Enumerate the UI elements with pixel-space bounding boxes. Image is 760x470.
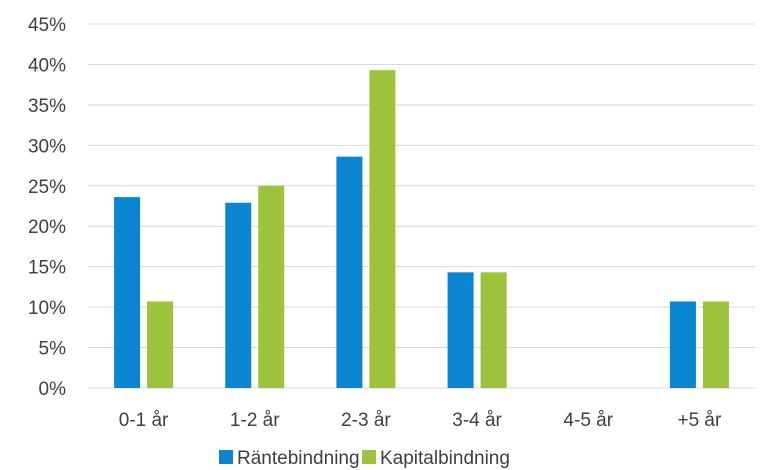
bar-rantebindning xyxy=(114,197,141,388)
legend: Räntebindning Kapitalbindning xyxy=(219,448,510,469)
legend-swatch xyxy=(362,450,376,464)
bar-kapitalbindning xyxy=(702,301,729,388)
y-tick-label: 45% xyxy=(28,15,66,36)
y-tick-label: 5% xyxy=(39,339,67,360)
y-tick-label: 40% xyxy=(28,55,66,76)
legend-label: Kapitalbindning xyxy=(380,448,510,469)
x-tick-label: 4-5 år xyxy=(563,410,613,431)
y-tick-label: 30% xyxy=(28,136,66,157)
y-tick-label: 25% xyxy=(28,177,66,198)
bar-rantebindning xyxy=(225,202,252,388)
y-tick-label: 0% xyxy=(39,379,67,400)
x-tick-label: 0-1 år xyxy=(119,410,169,431)
bar-rantebindning xyxy=(447,272,474,388)
bar-rantebindning xyxy=(669,301,696,388)
bar-kapitalbindning xyxy=(480,272,507,388)
legend-swatch xyxy=(219,450,233,464)
x-tick-label: 1-2 år xyxy=(230,410,280,431)
y-tick-label: 10% xyxy=(28,298,66,319)
x-tick-label: 2-3 år xyxy=(341,410,391,431)
bar-rantebindning xyxy=(336,156,363,388)
bar-kapitalbindning xyxy=(258,185,285,388)
bar-kapitalbindning xyxy=(369,70,396,389)
y-axis-tick-labels: 0% 5% 10% 15% 20% 25% 30% 35% 40% 45% xyxy=(28,15,66,400)
x-tick-label: 3-4 år xyxy=(452,410,502,431)
y-tick-label: 15% xyxy=(28,258,66,279)
x-tick-label: +5 år xyxy=(677,410,722,431)
y-tick-label: 20% xyxy=(28,217,66,238)
gridlines xyxy=(88,23,755,389)
y-tick-label: 35% xyxy=(28,96,66,117)
x-axis-tick-labels: 0-1 år 1-2 år 2-3 år 3-4 år 4-5 år +5 år xyxy=(119,410,722,431)
bar-kapitalbindning xyxy=(147,301,174,388)
legend-label: Räntebindning xyxy=(237,448,360,469)
bars xyxy=(114,70,729,389)
